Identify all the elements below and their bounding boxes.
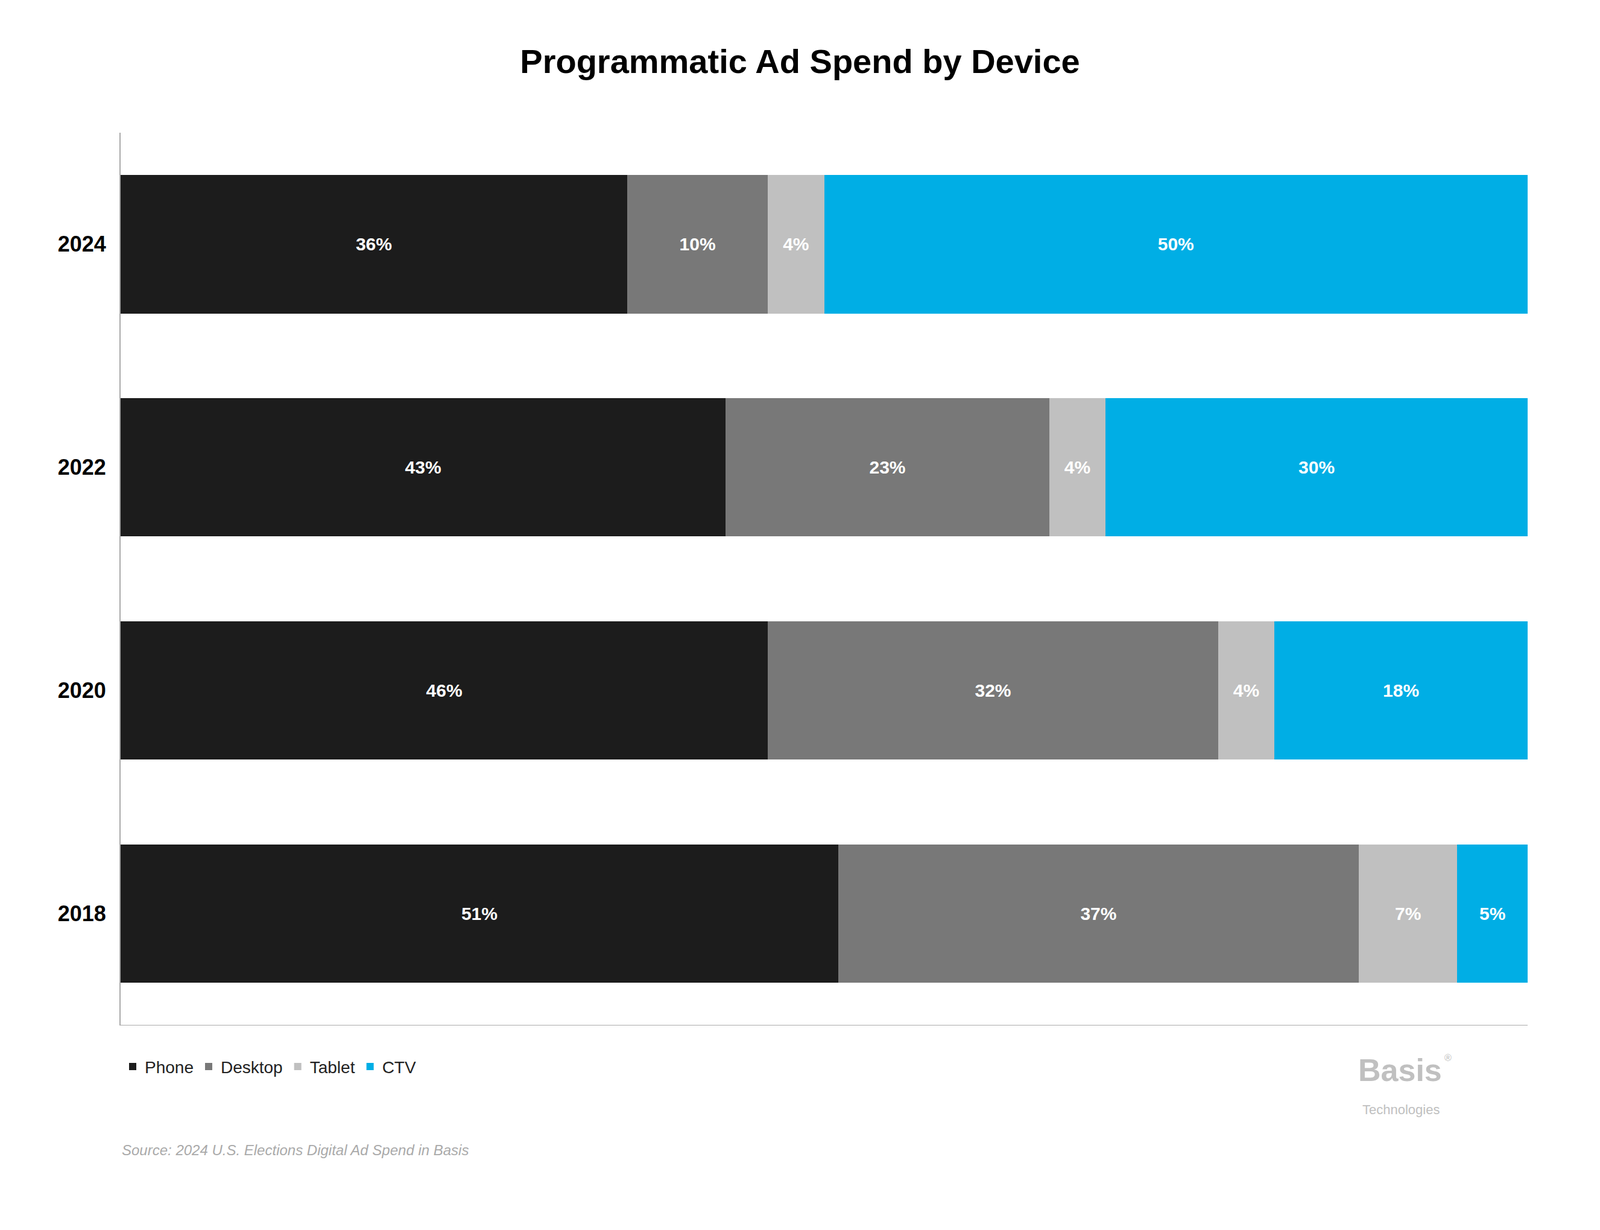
- svg-text:Source: 2024 U.S. Elections Di: Source: 2024 U.S. Elections Digital Ad S…: [121, 1141, 469, 1158]
- svg-text:Phone: Phone: [144, 1057, 194, 1077]
- svg-text:43%: 43%: [405, 457, 442, 478]
- svg-text:50%: 50%: [1157, 233, 1195, 254]
- svg-text:36%: 36%: [355, 233, 393, 254]
- svg-text:51%: 51%: [461, 903, 498, 924]
- svg-text:7%: 7%: [1394, 903, 1421, 924]
- svg-text:Technologies: Technologies: [1362, 1101, 1440, 1117]
- svg-text:4%: 4%: [1064, 457, 1091, 478]
- svg-text:Programmatic Ad Spend by Devic: Programmatic Ad Spend by Device: [519, 42, 1080, 81]
- svg-text:2024: 2024: [57, 231, 107, 257]
- svg-text:32%: 32%: [974, 680, 1011, 701]
- svg-text:18%: 18%: [1382, 680, 1420, 701]
- svg-text:23%: 23%: [869, 457, 906, 478]
- svg-text:Tablet: Tablet: [309, 1057, 356, 1077]
- svg-text:10%: 10%: [679, 233, 716, 254]
- svg-text:®: ®: [1444, 1052, 1452, 1063]
- svg-text:Basis: Basis: [1358, 1052, 1442, 1088]
- svg-text:4%: 4%: [1233, 680, 1260, 701]
- svg-text:37%: 37%: [1080, 903, 1117, 924]
- svg-text:46%: 46%: [426, 680, 463, 701]
- svg-text:4%: 4%: [782, 233, 809, 254]
- svg-text:Desktop: Desktop: [220, 1057, 283, 1077]
- svg-text:2018: 2018: [57, 901, 107, 926]
- svg-text:5%: 5%: [1479, 903, 1506, 924]
- svg-text:CTV: CTV: [382, 1057, 417, 1077]
- svg-text:30%: 30%: [1298, 457, 1335, 478]
- svg-text:2022: 2022: [57, 454, 107, 480]
- svg-text:2020: 2020: [57, 677, 107, 703]
